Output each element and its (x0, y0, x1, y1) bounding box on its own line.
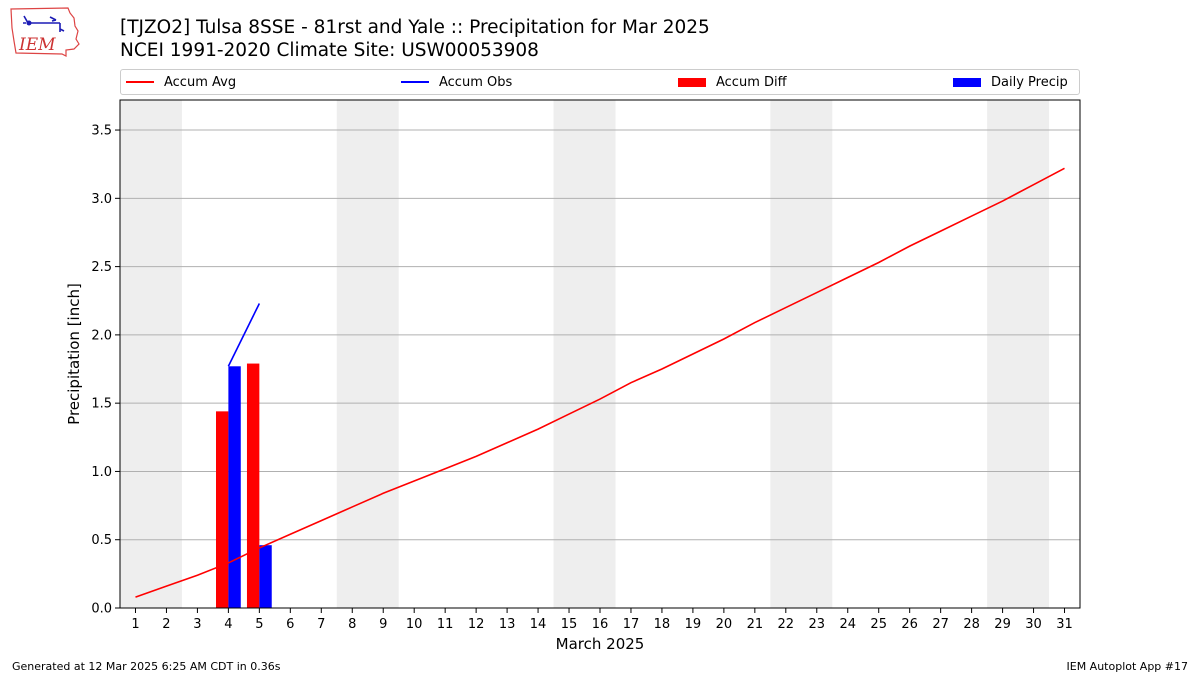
x-tick-label: 19 (685, 617, 702, 632)
weekend-band (336, 100, 399, 608)
x-tick-label: 27 (932, 617, 949, 632)
y-axis-label: Precipitation [inch] (65, 283, 83, 425)
x-tick-label: 26 (901, 617, 918, 632)
legend-item-accum-avg: Accum Avg (126, 70, 236, 94)
legend-label-accum-obs: Accum Obs (439, 74, 513, 90)
x-tick-label: 24 (839, 617, 856, 632)
generated-footer: Generated at 12 Mar 2025 6:25 AM CDT in … (12, 660, 281, 673)
x-tick-label: 3 (193, 617, 201, 632)
legend-swatch-accum-diff (678, 77, 706, 87)
y-tick-label: 0.0 (91, 602, 112, 617)
bar-daily-precip (259, 545, 272, 608)
chart-subtitle: NCEI 1991-2020 Climate Site: USW00053908 (120, 40, 539, 61)
y-axis-ticks: 0.0 0.5 1.0 1.5 2.0 2.5 3.0 3.5 (91, 124, 120, 617)
x-tick-label: 11 (437, 617, 454, 632)
legend-swatch-daily-precip (953, 77, 981, 87)
iowa-outline-icon (10, 7, 80, 57)
line-accum-avg (135, 167, 1065, 598)
legend-item-accum-obs: Accum Obs (401, 70, 512, 94)
x-tick-label: 4 (224, 617, 232, 632)
x-axis-label: March 2025 (556, 635, 645, 653)
x-tick-label: 12 (468, 617, 485, 632)
weekend-band (553, 100, 616, 608)
weekend-bands (120, 100, 1050, 608)
x-tick-label: 8 (348, 617, 356, 632)
x-tick-label: 16 (592, 617, 609, 632)
x-tick-label: 13 (499, 617, 516, 632)
iem-logo: IEM (10, 7, 80, 57)
chart-title: [TJZO2] Tulsa 8SSE - 81rst and Yale :: P… (120, 17, 710, 38)
x-axis-ticks: 1 2 3 4 5 6 7 8 9 10 11 12 13 14 15 16 17 18 19 20 21 22 23 24 2… (131, 608, 1073, 632)
app-footer: IEM Autoplot App #17 (1066, 660, 1189, 673)
weekend-band (120, 100, 182, 608)
bar-accum-diff (216, 411, 229, 608)
x-tick-label: 31 (1056, 617, 1073, 632)
x-tick-label: 14 (530, 617, 547, 632)
y-tick-label: 2.0 (91, 328, 112, 343)
legend-swatch-accum-avg (126, 81, 154, 83)
x-tick-label: 7 (317, 617, 325, 632)
x-tick-label: 9 (379, 617, 387, 632)
bars (216, 363, 272, 608)
x-tick-label: 2 (162, 617, 170, 632)
x-tick-label: 21 (747, 617, 764, 632)
y-tick-label: 0.5 (91, 533, 112, 548)
legend-item-daily-precip: Daily Precip (953, 70, 1068, 94)
x-tick-label: 28 (963, 617, 980, 632)
y-tick-label: 3.0 (91, 192, 112, 207)
x-tick-label: 10 (406, 617, 423, 632)
x-tick-label: 22 (778, 617, 795, 632)
y-tick-label: 1.5 (91, 397, 112, 412)
y-tick-label: 3.5 (91, 124, 112, 139)
x-tick-label: 15 (561, 617, 578, 632)
legend-item-accum-diff: Accum Diff (678, 70, 787, 94)
weekend-band (770, 100, 833, 608)
bar-daily-precip (228, 366, 241, 608)
legend-label-daily-precip: Daily Precip (991, 74, 1068, 90)
x-tick-label: 23 (809, 617, 826, 632)
x-tick-label: 6 (286, 617, 294, 632)
series-lines (135, 167, 1065, 598)
x-tick-label: 18 (654, 617, 671, 632)
legend-label-accum-avg: Accum Avg (164, 74, 237, 90)
bar-accum-diff (246, 363, 260, 608)
grid-lines (120, 129, 1080, 541)
y-tick-label: 2.5 (91, 260, 112, 275)
x-tick-label: 25 (870, 617, 887, 632)
y-tick-label: 1.0 (91, 465, 112, 480)
x-tick-label: 1 (131, 617, 139, 632)
x-tick-label: 5 (255, 617, 263, 632)
logo-text: IEM (18, 35, 56, 55)
x-tick-label: 20 (716, 617, 733, 632)
legend-swatch-accum-obs (401, 81, 429, 83)
x-tick-label: 29 (994, 617, 1011, 632)
legend: Accum Avg Accum Obs Accum Diff Daily Pre… (120, 69, 1080, 95)
line-accum-obs (227, 303, 261, 367)
weekend-band (987, 100, 1050, 608)
x-tick-label: 17 (623, 617, 640, 632)
weather-station-icon (23, 15, 65, 32)
legend-label-accum-diff: Accum Diff (716, 74, 787, 90)
x-tick-label: 30 (1025, 617, 1042, 632)
